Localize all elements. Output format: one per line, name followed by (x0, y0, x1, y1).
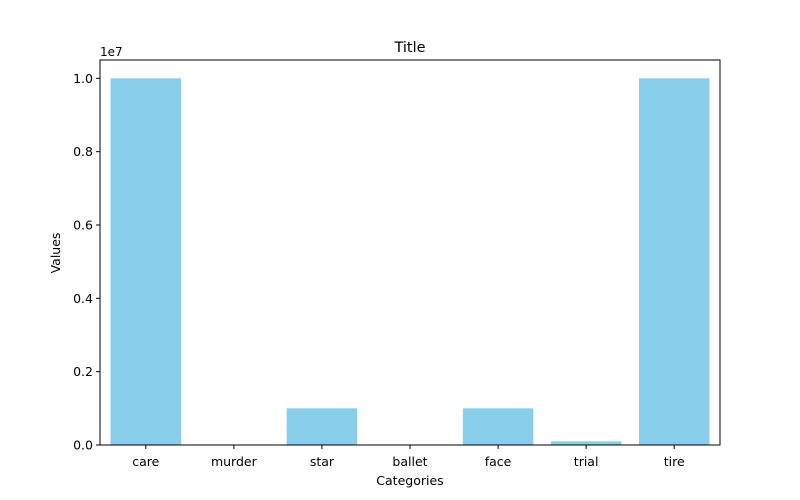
plot-frame (99, 59, 721, 446)
x-tick-label-face: face (485, 454, 512, 469)
y-tick-label: 0.0 (73, 438, 93, 453)
bar-star (286, 408, 358, 445)
bar-tire (638, 78, 710, 445)
plot-area (110, 78, 710, 445)
chart-title: Title (393, 40, 425, 56)
bar-care (110, 78, 182, 445)
y-offset-label: 1e7 (100, 45, 123, 59)
y-tick-label: 0.6 (73, 218, 93, 233)
x-tick-label-murder: murder (211, 454, 258, 469)
x-tick-label-care: care (132, 454, 159, 469)
y-axis-label: Values (48, 233, 63, 274)
x-tick-label-tire: tire (664, 454, 685, 469)
x-tick-label-star: star (310, 454, 335, 469)
y-tick-label: 0.4 (73, 291, 93, 306)
x-tick-label-ballet: ballet (392, 454, 427, 469)
x-tick-label-trial: trial (574, 454, 599, 469)
bar-trial (550, 441, 622, 445)
y-tick-label: 1.0 (73, 71, 93, 86)
y-tick-label: 0.2 (73, 364, 93, 379)
y-tick-label: 0.8 (73, 144, 93, 159)
bar-face (462, 408, 534, 445)
x-axis-label: Categories (376, 473, 443, 488)
axes-ticks: care murder star ballet face trial tire 0.0 0.2 0… (73, 71, 685, 469)
